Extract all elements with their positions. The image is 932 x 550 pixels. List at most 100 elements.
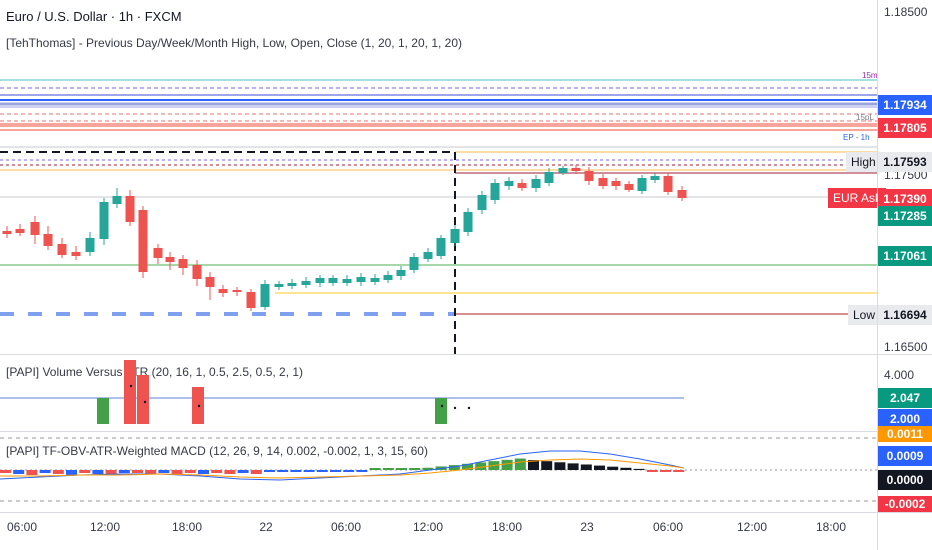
pane-divider-volume[interactable] <box>0 354 932 355</box>
volume-bar <box>137 375 149 424</box>
time-label: 22 <box>259 520 273 534</box>
candle-body <box>274 284 284 287</box>
candle-body <box>342 279 352 283</box>
candle-body <box>260 284 270 307</box>
macd-bar <box>580 464 592 470</box>
price-badge-4: 1.17390 <box>878 189 932 209</box>
price-chart[interactable] <box>0 0 877 354</box>
macd-bar <box>132 470 143 473</box>
macd-bar <box>646 470 658 472</box>
macd-bar <box>145 470 157 474</box>
candle-body <box>43 234 53 246</box>
volume-bar <box>97 398 109 424</box>
signal-line <box>0 458 685 479</box>
macd-badge-4: -0.0002 <box>878 496 932 512</box>
macd-bar <box>0 470 11 473</box>
time-label: 12:00 <box>89 520 121 534</box>
macd-bar <box>448 465 460 470</box>
macd-bar <box>356 470 368 472</box>
candle-body <box>315 278 325 283</box>
macd-badge-3: 0.0000 <box>878 470 932 490</box>
candle-body <box>165 257 175 262</box>
time-label: 12:00 <box>736 520 768 534</box>
candle-body <box>571 168 581 171</box>
candle-body <box>178 259 188 268</box>
macd-pane-title[interactable]: [PAPI] TF-OBV-ATR-Weighted MACD (12, 26,… <box>6 444 428 458</box>
candle-body <box>205 277 215 287</box>
volume-pane-title[interactable]: [PAPI] Volume Versus ATR (20, 16, 1, 0.5… <box>6 365 304 379</box>
macd-bar <box>158 470 170 473</box>
candle-body <box>423 252 433 259</box>
macd-bar <box>290 470 302 472</box>
eur-ask-label: EUR Ask <box>828 188 887 208</box>
candle-body <box>57 244 67 255</box>
volume-chart[interactable] <box>0 355 877 431</box>
candle-body <box>356 277 366 282</box>
price-badge-2: 1.17805 <box>878 118 932 138</box>
macd-bar <box>13 470 25 474</box>
candle-body <box>2 231 12 234</box>
macd-bar <box>607 466 619 470</box>
macd-bar <box>673 470 685 472</box>
macd-bar <box>343 470 355 472</box>
macd-badge-1: 0.0011 <box>878 426 932 442</box>
time-label: 06:00 <box>652 520 684 534</box>
macd-bar <box>633 468 645 470</box>
time-label: 12:00 <box>412 520 444 534</box>
macd-bar <box>422 467 434 470</box>
candle-body <box>383 275 393 280</box>
macd-bar <box>277 470 289 472</box>
candle-body <box>71 252 81 256</box>
macd-bar <box>171 470 183 474</box>
macd-bar <box>541 461 553 470</box>
candle-body <box>624 184 634 190</box>
candle-body <box>328 278 338 283</box>
candle-body <box>450 229 460 243</box>
indicator-title[interactable]: [TehThomas] - Previous Day/Week/Month Hi… <box>6 36 462 50</box>
level-lines <box>0 79 877 354</box>
macd-bar <box>620 467 632 470</box>
candle-body <box>99 202 109 239</box>
candle-body <box>232 290 242 292</box>
candle-body <box>584 171 594 181</box>
candle-body <box>85 238 95 252</box>
level-tag-15pl: 15pL <box>856 113 874 122</box>
price-badge-5: 1.17285 <box>878 206 932 226</box>
volume-marker <box>440 404 444 408</box>
candle-body <box>218 289 228 293</box>
candlesticks[interactable] <box>2 165 687 311</box>
volume-badge-1: 2.047 <box>878 388 932 408</box>
macd-bar <box>211 470 223 473</box>
level-tag-ep: EP - 1h <box>843 133 870 142</box>
candle-body <box>301 281 311 285</box>
volume-bars <box>97 360 471 424</box>
macd-bar <box>409 468 421 470</box>
volume-marker <box>143 400 147 404</box>
candle-body <box>677 190 687 198</box>
candle-body <box>153 248 163 258</box>
macd-bar <box>501 459 513 470</box>
time-label: 18:00 <box>171 520 203 534</box>
candle-body <box>504 181 514 186</box>
volume-bar <box>124 360 136 424</box>
macd-chart[interactable] <box>0 432 877 512</box>
macd-bar <box>303 470 315 472</box>
macd-bar <box>92 470 104 474</box>
price-badge-7: 1.16694 <box>878 305 932 325</box>
macd-bar <box>554 462 566 470</box>
macd-bar <box>382 468 394 470</box>
chart-title[interactable]: Euro / U.S. Dollar · 1h · FXCM <box>6 9 182 24</box>
candle-body <box>663 176 673 192</box>
pane-divider-macd[interactable] <box>0 431 932 432</box>
volume-tick: 4.000 <box>884 368 915 382</box>
macd-line <box>0 450 685 481</box>
volume-badge-2: 2.000 <box>878 409 932 429</box>
volume-marker <box>467 406 471 410</box>
candle-body <box>246 292 256 308</box>
macd-bar <box>39 470 51 473</box>
candle-body <box>490 183 500 200</box>
level-tag-15m: 15m <box>862 71 878 80</box>
macd-bar <box>79 470 91 473</box>
macd-bar <box>316 470 328 472</box>
candle-body <box>125 196 135 222</box>
